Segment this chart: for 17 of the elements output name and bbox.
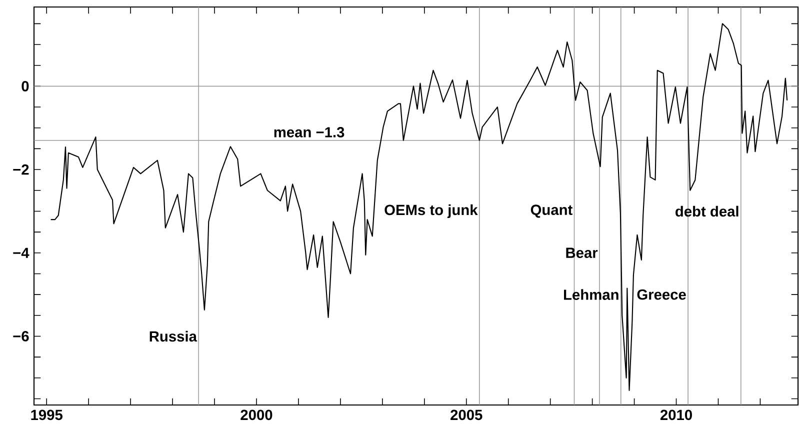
ref-line-label: OEMs to junk [384,204,478,218]
ref-line-label: Lehman [564,289,618,300]
ref-line-label: Greece [637,289,686,300]
x-tick-label: 1995 [31,410,62,420]
y-tick-label: −4 [13,248,30,258]
x-tick-label: 2010 [660,410,692,420]
y-tick-label: −6 [13,331,29,342]
y-tick-label: −2 [13,164,29,175]
ref-line-label: mean −1.3 [274,127,344,138]
ref-line-label: Bear [566,248,598,258]
y-tick-label: 0 [22,81,29,92]
ref-line-label: debt deal [676,206,738,217]
line-series [50,23,788,391]
ref-line-label: Quant [530,204,572,218]
x-tick-label: 2005 [450,410,482,420]
ref-line-label: Russia [150,330,198,342]
x-tick-label: 2000 [240,410,272,420]
